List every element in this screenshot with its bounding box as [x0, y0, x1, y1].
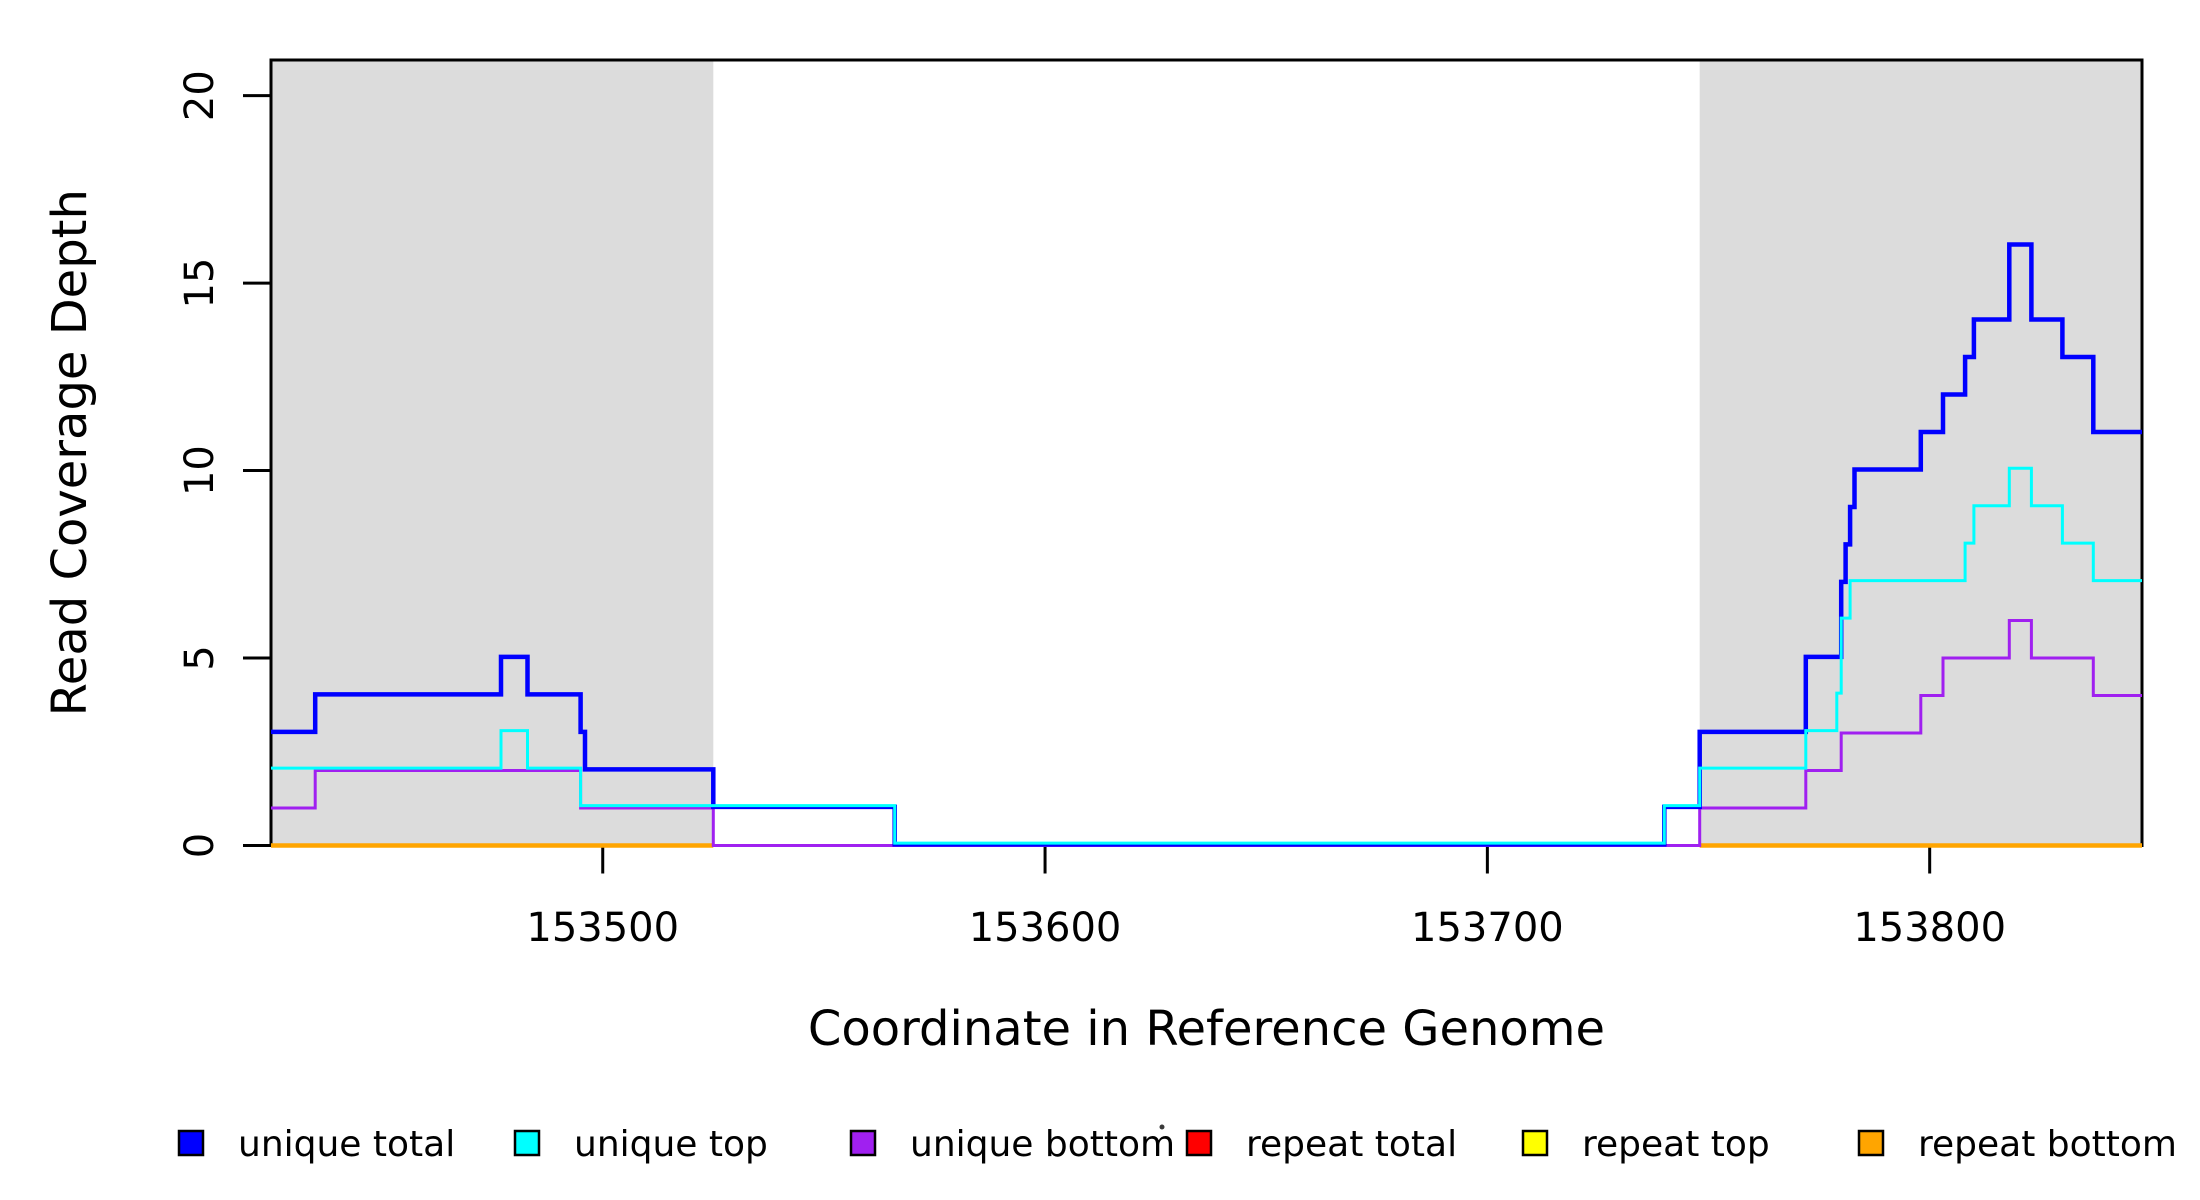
legend-entry-unique-top: unique top: [513, 1124, 768, 1165]
legend-label: unique top: [574, 1124, 768, 1165]
y-axis-tick-label: 5: [177, 645, 223, 670]
legend-entry-repeat-bottom: repeat bottom: [1857, 1124, 2177, 1165]
x-axis-tick-label: 153600: [969, 905, 1122, 951]
legend-swatch-unique-top: [513, 1129, 541, 1157]
y-axis-tick-label: 0: [177, 833, 223, 858]
series-line-unique-total: [271, 242, 2142, 847]
x-axis-tick-label: 153500: [526, 905, 679, 951]
x-axis-tick-label: 153700: [1411, 905, 1564, 951]
legend-entry-repeat-total: repeat total: [1185, 1124, 1457, 1165]
x-axis-title: Coordinate in Reference Genome: [808, 1001, 1605, 1057]
x-axis-tick-label: 153800: [1853, 905, 2006, 951]
legend-entry-unique-bottom: unique bottom: [849, 1124, 1175, 1165]
legend-label: unique total: [238, 1124, 455, 1165]
legend-label: repeat top: [1582, 1124, 1770, 1165]
y-axis-title: Read Coverage Depth: [42, 189, 98, 716]
legend-swatch-repeat-bottom: [1857, 1129, 1885, 1157]
legend-swatch-repeat-total: [1185, 1129, 1213, 1157]
legend-swatch-repeat-top: [1521, 1129, 1549, 1157]
stray-dot: [1159, 1124, 1165, 1130]
legend-swatch-unique-total: [177, 1129, 205, 1157]
legend-swatch-unique-bottom: [849, 1129, 877, 1157]
y-axis-tick-label: 10: [177, 445, 223, 496]
series-line-unique-top: [271, 466, 2142, 845]
repeat-region-shading: [271, 60, 714, 846]
legend-label: repeat total: [1246, 1124, 1457, 1165]
legend-entry-unique-total: unique total: [177, 1124, 455, 1165]
y-axis-tick-label: 15: [177, 258, 223, 309]
legend-label: repeat bottom: [1918, 1124, 2177, 1165]
legend-entry-repeat-top: repeat top: [1521, 1124, 1770, 1165]
legend-label: unique bottom: [910, 1124, 1175, 1165]
y-axis-tick-label: 20: [177, 70, 223, 121]
